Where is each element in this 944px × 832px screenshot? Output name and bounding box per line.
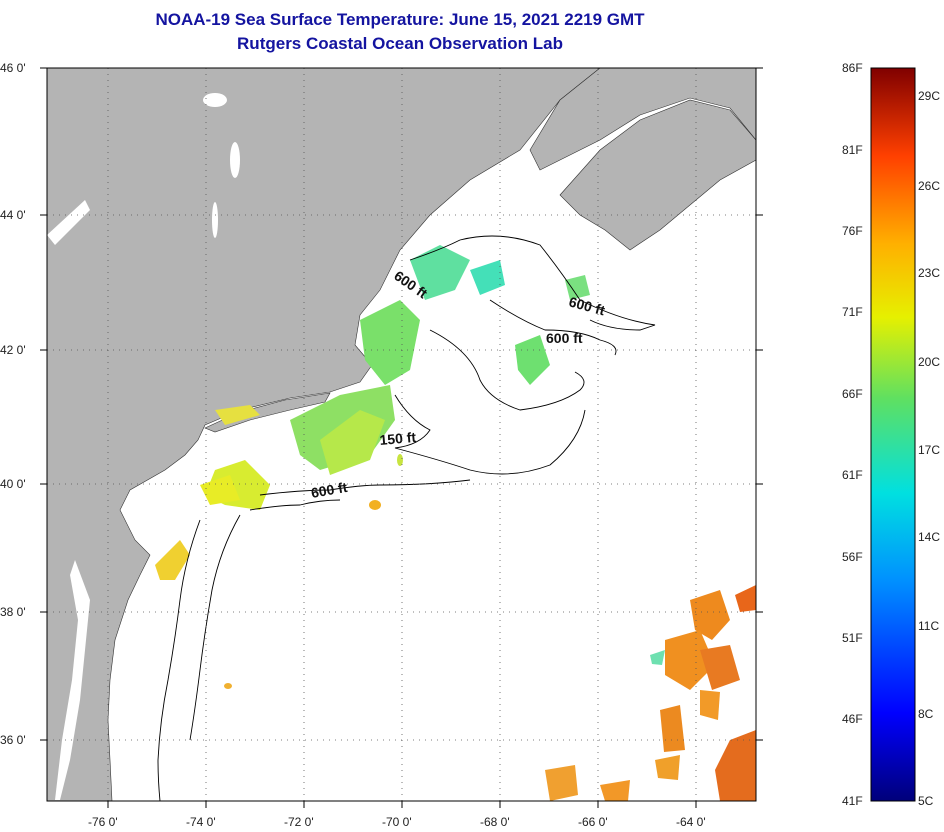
- colorbar-f-label: 56F: [842, 550, 863, 564]
- lake-1: [203, 93, 227, 107]
- lat-label: 42 0': [0, 343, 26, 357]
- land-nova-scotia: [559, 99, 756, 251]
- colorbar-f-label: 41F: [842, 794, 863, 808]
- map-title: NOAA-19 Sea Surface Temperature: June 15…: [155, 10, 645, 29]
- lon-label: -68 0': [480, 815, 510, 829]
- sst-patches: [155, 245, 756, 801]
- longitude-labels: -76 0' -74 0' -72 0' -70 0' -68 0' -66 0…: [88, 815, 706, 829]
- lon-label: -64 0': [676, 815, 706, 829]
- graticule: [47, 68, 756, 801]
- lake-2: [230, 142, 240, 178]
- lon-label: -74 0': [186, 815, 216, 829]
- latitude-labels: 46 0' 44 0' 42 0' 40 0' 38 0' 36 0': [0, 61, 26, 747]
- colorbar-c-label: 8C: [918, 707, 934, 721]
- colorbar-c-label: 23C: [918, 266, 940, 280]
- colorbar-c-labels: 29C 26C 23C 20C 17C 14C 11C 8C 5C: [918, 89, 940, 808]
- colorbar-f-label: 71F: [842, 305, 863, 319]
- colorbar-c-label: 11C: [918, 619, 939, 633]
- lake-4: [47, 200, 90, 245]
- land-mainland: [47, 68, 601, 801]
- lake-3: [212, 202, 218, 238]
- land-canada: [529, 68, 756, 171]
- lon-label: -72 0': [284, 815, 314, 829]
- lon-label: -66 0': [578, 815, 608, 829]
- colorbar-f-label: 76F: [842, 224, 863, 238]
- contour-labels: 600 ft 600 ft 600 ft 600 ft 150 ft: [310, 267, 607, 501]
- colorbar-c-label: 5C: [918, 794, 934, 808]
- contour-label: 600 ft: [310, 479, 349, 501]
- chesapeake-bay: [55, 560, 90, 800]
- colorbar-c-label: 29C: [918, 89, 940, 103]
- lat-label: 46 0': [0, 61, 26, 75]
- contour-label: 600 ft: [546, 330, 583, 346]
- depth-contours: [157, 235, 656, 801]
- colorbar-f-label: 81F: [842, 143, 863, 157]
- temperature-colorbar: [870, 67, 916, 802]
- map-subtitle: Rutgers Coastal Ocean Observation Lab: [237, 34, 563, 53]
- colorbar-f-label: 66F: [842, 387, 863, 401]
- lon-label: -70 0': [382, 815, 412, 829]
- colorbar-c-label: 20C: [918, 355, 940, 369]
- lat-label: 36 0': [0, 733, 26, 747]
- lat-label: 44 0': [0, 208, 26, 222]
- land-long-island: [204, 392, 331, 433]
- contour-label: 150 ft: [379, 429, 417, 448]
- lon-label: -76 0': [88, 815, 118, 829]
- colorbar-f-label: 46F: [842, 712, 863, 726]
- lat-label: 38 0': [0, 605, 26, 619]
- axis-ticks: [40, 67, 763, 808]
- colorbar-c-label: 14C: [918, 530, 940, 544]
- colorbar-c-label: 26C: [918, 179, 940, 193]
- colorbar-f-labels: 86F 81F 76F 71F 66F 61F 56F 51F 46F 41F: [842, 61, 863, 808]
- colorbar-f-label: 86F: [842, 61, 863, 75]
- colorbar-c-label: 17C: [918, 443, 940, 457]
- colorbar-f-label: 51F: [842, 631, 863, 645]
- colorbar-f-label: 61F: [842, 468, 863, 482]
- lat-label: 40 0': [0, 477, 26, 491]
